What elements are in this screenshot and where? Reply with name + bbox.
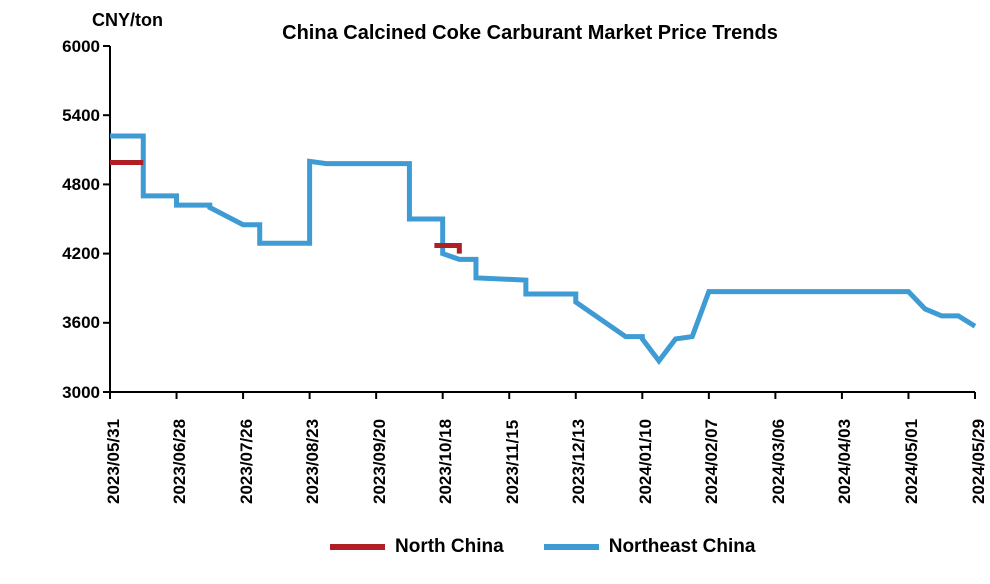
legend-item-northeast: Northeast China xyxy=(544,536,756,558)
x-tick-label: 2023/08/23 xyxy=(303,419,323,504)
y-tick-label: 4800 xyxy=(40,175,100,195)
x-tick-label: 2023/06/28 xyxy=(170,419,190,504)
legend-swatch xyxy=(544,544,599,550)
x-tick-label: 2023/10/18 xyxy=(436,419,456,504)
x-tick-label: 2023/07/26 xyxy=(237,419,257,504)
y-tick-label: 4200 xyxy=(40,244,100,264)
series-northeast-china xyxy=(110,136,975,361)
y-tick-label: 6000 xyxy=(40,37,100,57)
price-trend-chart: CNY/ton China Calcined Coke Carburant Ma… xyxy=(0,0,990,584)
x-tick-label: 2024/02/07 xyxy=(702,419,722,504)
x-tick-label: 2024/05/29 xyxy=(969,419,989,504)
x-tick-label: 2024/01/10 xyxy=(636,419,656,504)
legend-label: North China xyxy=(395,536,504,558)
legend-label: Northeast China xyxy=(609,536,756,558)
x-tick-label: 2024/04/03 xyxy=(835,419,855,504)
y-tick-label: 3000 xyxy=(40,383,100,403)
y-tick-label: 3600 xyxy=(40,313,100,333)
y-tick-label: 5400 xyxy=(40,106,100,126)
legend-item-north: North China xyxy=(330,536,504,558)
x-tick-label: 2023/12/13 xyxy=(569,419,589,504)
x-tick-label: 2023/05/31 xyxy=(104,419,124,504)
x-tick-label: 2024/03/06 xyxy=(769,419,789,504)
x-tick-label: 2024/05/01 xyxy=(902,419,922,504)
x-tick-label: 2023/09/20 xyxy=(370,419,390,504)
x-tick-label: 2023/11/15 xyxy=(503,420,523,504)
legend-swatch xyxy=(330,544,385,550)
chart-legend: North China Northeast China xyxy=(330,536,755,558)
series-north-china xyxy=(434,246,459,254)
